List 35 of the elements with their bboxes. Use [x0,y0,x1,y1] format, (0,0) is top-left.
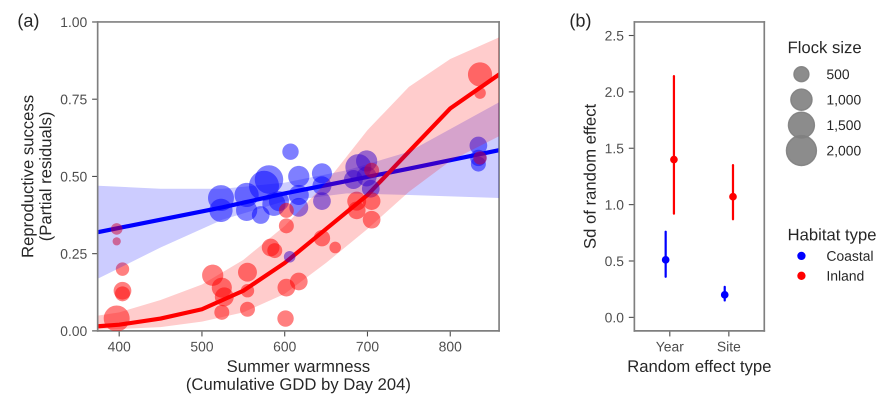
x-tick-label: 700 [356,342,379,352]
point [277,310,294,327]
legend-label: 2,000 [827,146,861,158]
legend-title: Flock size [788,40,861,54]
x-axis-title: Random effect type [628,360,771,376]
y-tick-label: 1.00 [61,17,87,28]
y-axis-title: Sd of random effect [584,104,596,248]
y-axis-title: Reproductive success (Partial residuals) [21,96,55,257]
x-tick-label: 400 [108,342,130,352]
y-tick-label: 0.0 [605,312,624,323]
y-tick-label: 0.50 [60,172,87,182]
x-tick-label: 500 [190,342,213,352]
y-tick-label: 0.75 [60,94,87,104]
legend-label: 1,000 [827,94,861,106]
x-tick-label: 800 [439,342,462,352]
y-tick-label: 2.0 [605,87,624,98]
y-tick-label: 2.5 [605,30,624,41]
y-tick-label: 0.00 [60,326,87,336]
y-tick-label: 0.25 [60,248,87,259]
x-tick-label: Site [718,341,740,352]
line-series [98,148,500,234]
x-axis-title: Summer warmness (Cumulative GDD by Day 204) [186,360,410,394]
chart-title: (a) [18,14,38,30]
legend-title: Habitat type [788,228,876,244]
y-tick-label: 1.5 [606,144,624,154]
legend-label: Coastal [827,250,873,261]
x-tick-label: Year [656,342,684,352]
legend-label: 1,500 [827,120,861,132]
y-tick-label: 0.5 [605,256,624,266]
legend-label: 500 [826,69,850,80]
legend-label: Inland [828,270,864,281]
point [278,202,294,218]
y-tick-label: 1.0 [606,200,624,210]
x-tick-label: 600 [274,342,296,352]
chart-title: (b) [570,14,590,30]
